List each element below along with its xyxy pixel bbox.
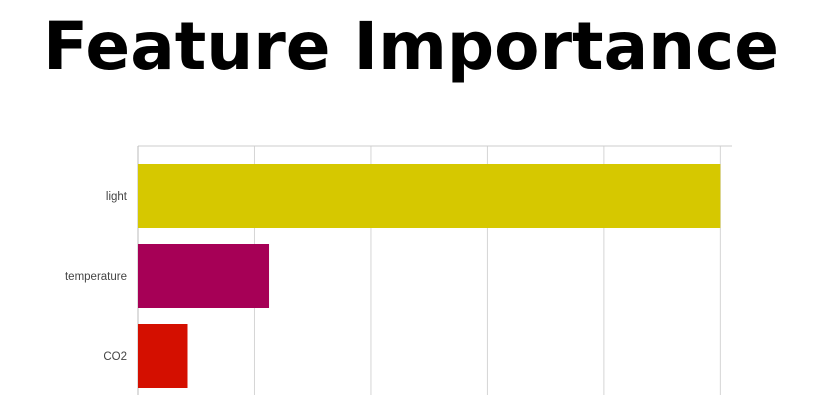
page-title: Feature Importance	[43, 8, 779, 85]
bar-temperature	[138, 244, 270, 308]
y-tick-label: temperature	[65, 271, 127, 283]
y-tick-label: CO2	[103, 351, 127, 363]
y-tick-labels: light temperature CO2	[65, 191, 128, 363]
bar-light	[138, 164, 721, 228]
y-tick-label: light	[106, 191, 128, 203]
bar-co2	[138, 324, 188, 388]
bars	[138, 164, 721, 388]
